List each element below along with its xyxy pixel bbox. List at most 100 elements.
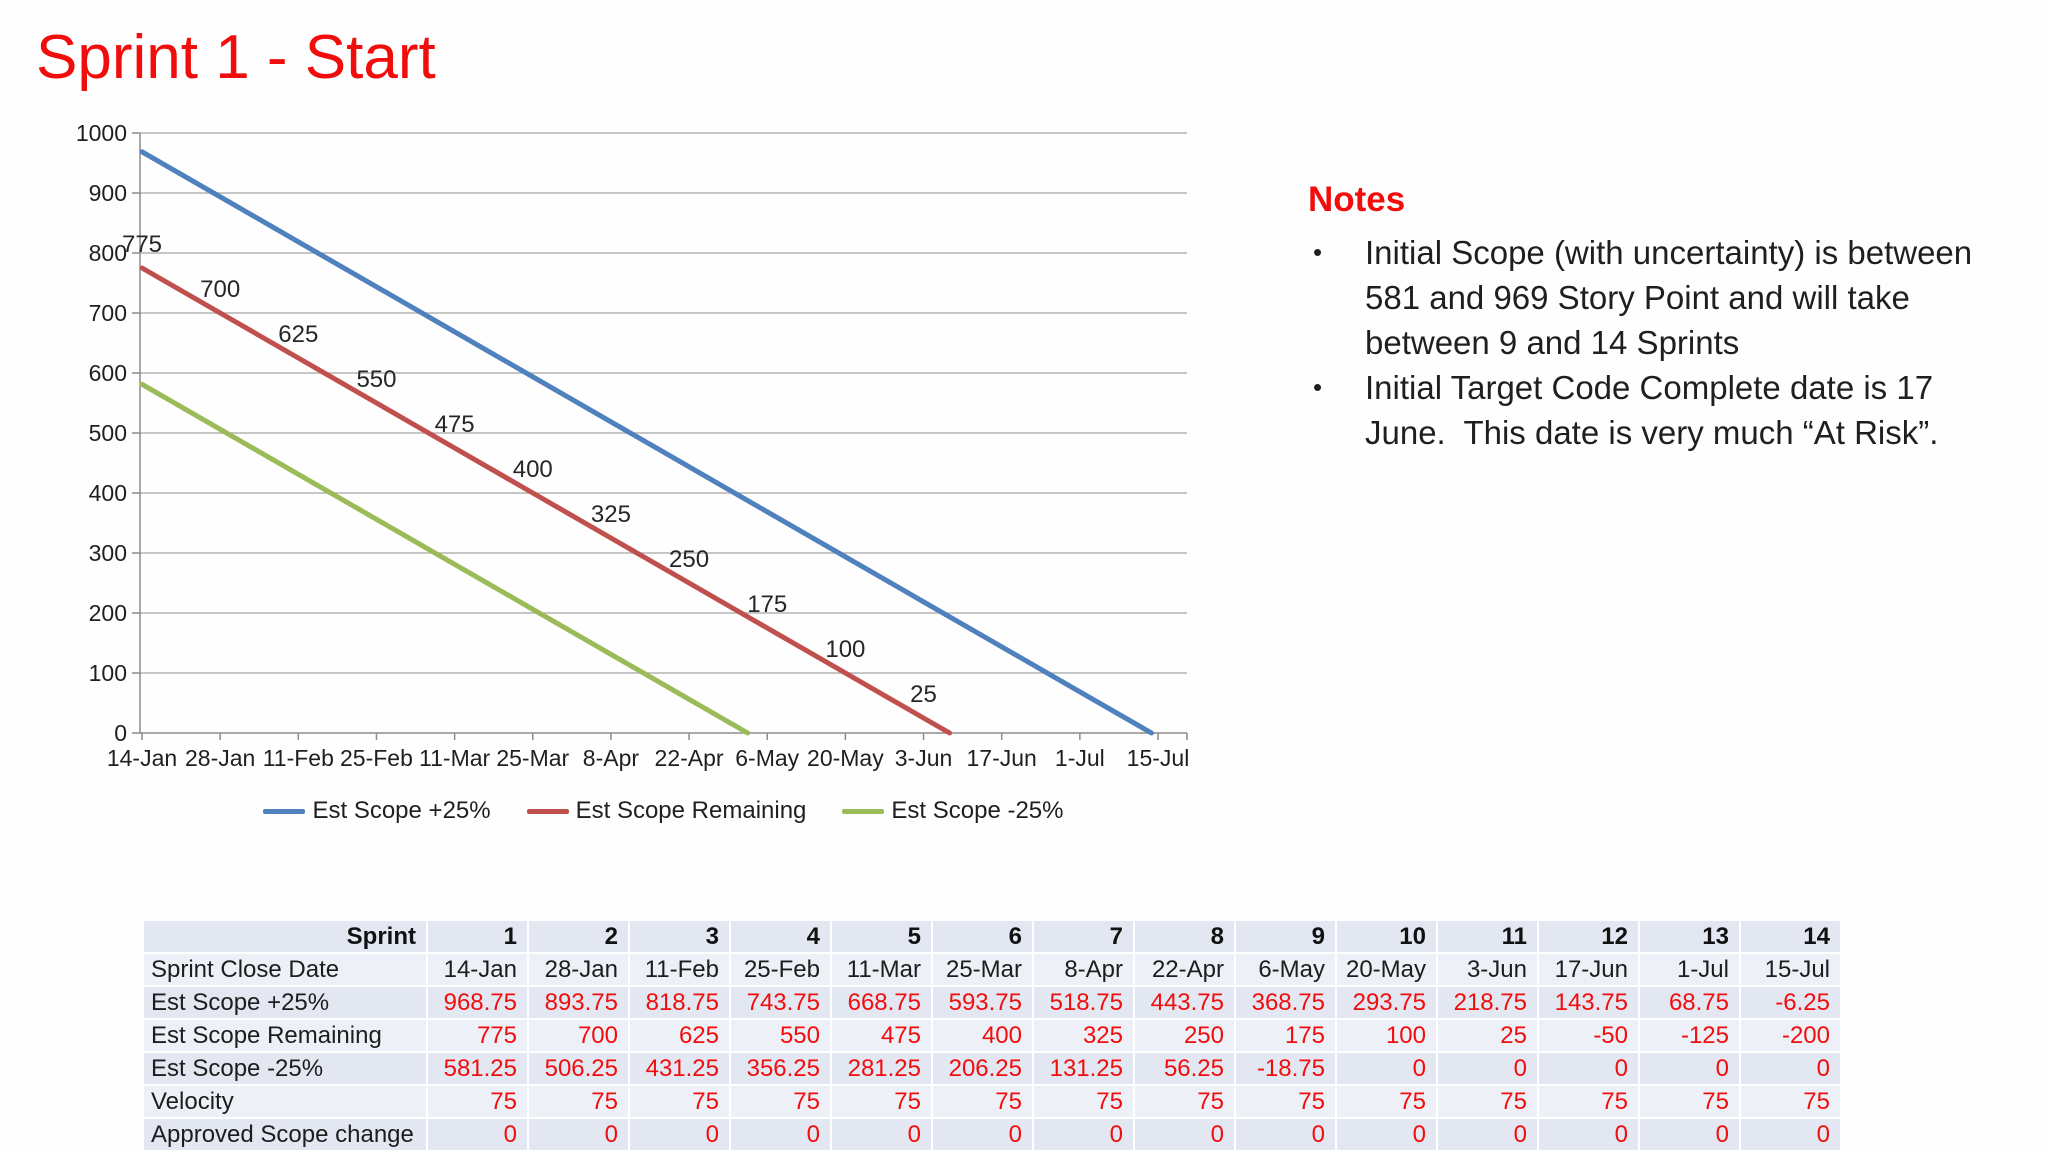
table-cell: 368.75	[1234, 985, 1337, 1020]
x-tick-label: 22-Apr	[655, 745, 724, 771]
notes-panel: Notes • Initial Scope (with uncertainty) …	[1308, 180, 2028, 455]
legend-swatch-icon	[526, 808, 569, 814]
table-cell: 0	[729, 1117, 832, 1152]
table-cell: 1-Jul	[1638, 952, 1741, 987]
table-cell: -125	[1638, 1018, 1741, 1053]
table-cell: 75	[1234, 1084, 1337, 1119]
table-cell: 0	[1537, 1117, 1640, 1152]
column-header: 3	[628, 919, 731, 954]
notes-heading: Notes	[1308, 180, 1406, 219]
column-header: 8	[1133, 919, 1236, 954]
y-tick-label: 300	[89, 540, 127, 566]
table-cell: 218.75	[1436, 985, 1539, 1020]
table-cell: 0	[628, 1117, 731, 1152]
table-row: Est Scope +25% 968.75 893.75 818.75 743.75 66…	[142, 985, 1842, 1020]
legend-item-1: Est Scope Remaining	[526, 797, 807, 825]
table-cell: 356.25	[729, 1051, 832, 1086]
data-label: 325	[591, 501, 631, 528]
table-cell: 700	[527, 1018, 630, 1053]
table-header-row: Sprint 1 2 3 4 5 6 7 8 9 10 11 12 13 14	[142, 919, 1842, 954]
table-cell: 0	[1234, 1117, 1337, 1152]
row-label: Approved Scope change	[142, 1117, 428, 1152]
table-cell: 56.25	[1133, 1051, 1236, 1086]
table-cell: 8-Apr	[1032, 952, 1135, 987]
table-cell: -50	[1537, 1018, 1640, 1053]
table-cell: 0	[931, 1117, 1034, 1152]
table-cell: -18.75	[1234, 1051, 1337, 1086]
column-header: 11	[1436, 919, 1539, 954]
table-cell: 0	[1133, 1117, 1236, 1152]
table-cell: 893.75	[527, 985, 630, 1020]
table-cell: 0	[1436, 1117, 1539, 1152]
table-cell: 625	[628, 1018, 731, 1053]
data-label: 100	[825, 636, 865, 663]
table-cell: 581.25	[426, 1051, 529, 1086]
burndown-chart: 0 100 200 300 400 500 600 700 800 900 1000 14-Jan 28…	[0, 0, 1240, 790]
x-tick-label: 3-Jun	[895, 745, 953, 771]
table-cell: 506.25	[527, 1051, 630, 1086]
row-label: Est Scope +25%	[142, 985, 428, 1020]
table-cell: 281.25	[830, 1051, 933, 1086]
data-label: 775	[122, 231, 162, 258]
x-tick-label: 1-Jul	[1055, 745, 1105, 771]
data-label: 550	[356, 366, 396, 393]
x-tick-label: 6-May	[735, 745, 799, 771]
bullet-icon: •	[1313, 237, 1323, 267]
column-header: 12	[1537, 919, 1640, 954]
table-cell: 75	[1436, 1084, 1539, 1119]
y-tick-label: 200	[89, 600, 127, 626]
legend-item-0: Est Scope +25%	[263, 797, 491, 825]
table-cell: 100	[1335, 1018, 1438, 1053]
x-tick-label: 15-Jul	[1127, 745, 1190, 771]
table-cell: 22-Apr	[1133, 952, 1236, 987]
table-cell: 15-Jul	[1739, 952, 1842, 987]
x-tick-label: 8-Apr	[583, 745, 640, 771]
table-cell: 68.75	[1638, 985, 1741, 1020]
legend-swatch-icon	[842, 808, 885, 814]
table-cell: 131.25	[1032, 1051, 1135, 1086]
y-tick-label: 900	[89, 180, 127, 206]
table-cell: 443.75	[1133, 985, 1236, 1020]
table-cell: 0	[1739, 1051, 1842, 1086]
table-cell: 11-Feb	[628, 952, 731, 987]
legend-label: Est Scope -25%	[891, 797, 1064, 824]
table-cell: 143.75	[1537, 985, 1640, 1020]
x-tick-label: 14-Jan	[107, 745, 177, 771]
table-cell: 400	[931, 1018, 1034, 1053]
y-tick-label: 1000	[76, 120, 127, 146]
chart-legend: Est Scope +25% Est Scope Remaining Est Sco…	[140, 797, 1187, 825]
column-header: 1	[426, 919, 529, 954]
x-tick-label: 11-Mar	[419, 745, 490, 771]
table-cell: 0	[1638, 1117, 1741, 1152]
table-cell: 668.75	[830, 985, 933, 1020]
column-header: 2	[527, 919, 630, 954]
y-tick-label: 600	[89, 360, 127, 386]
table-cell: 518.75	[1032, 985, 1135, 1020]
table-cell: 75	[1335, 1084, 1438, 1119]
table-row: Est Scope -25% 581.25 506.25 431.25 356.25 28…	[142, 1051, 1842, 1086]
table-cell: 75	[1032, 1084, 1135, 1119]
table-cell: -6.25	[1739, 985, 1842, 1020]
note-text: Initial Target Code Complete date is 17 …	[1365, 369, 1939, 451]
column-header: 9	[1234, 919, 1337, 954]
data-label: 700	[200, 276, 240, 303]
column-header: 13	[1638, 919, 1741, 954]
table-cell: 0	[426, 1117, 529, 1152]
page-title: Sprint 1 - Start	[36, 23, 436, 92]
legend-label: Est Scope +25%	[312, 797, 491, 824]
table-cell: -200	[1739, 1018, 1842, 1053]
legend-label: Est Scope Remaining	[575, 797, 807, 824]
y-tick-label: 400	[89, 480, 127, 506]
column-header: 7	[1032, 919, 1135, 954]
y-tick-label: 100	[89, 660, 127, 686]
column-header: 14	[1739, 919, 1842, 954]
table-cell: 206.25	[931, 1051, 1034, 1086]
table-cell: 0	[527, 1117, 630, 1152]
bullet-icon: •	[1313, 372, 1323, 402]
table-cell: 293.75	[1335, 985, 1438, 1020]
table-cell: 0	[1537, 1051, 1640, 1086]
note-text: Initial Scope (with uncertainty) is betw…	[1365, 234, 1973, 361]
table-cell: 0	[1638, 1051, 1741, 1086]
table-cell: 17-Jun	[1537, 952, 1640, 987]
